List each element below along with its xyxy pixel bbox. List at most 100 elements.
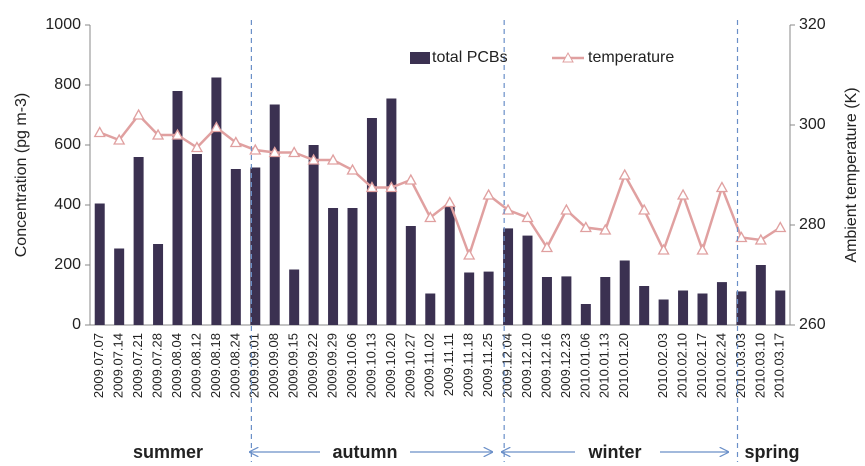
x-tick-label: 2009.12.23 [558, 333, 573, 398]
x-tick-label: 2009.11.02 [422, 333, 437, 397]
bar [658, 299, 669, 325]
legend-swatch [410, 52, 430, 64]
bar [347, 208, 358, 325]
bar [716, 282, 727, 325]
x-tick-label: 2009.11.18 [461, 333, 476, 397]
bar [289, 269, 300, 325]
y-axis-label: Concentration (pg m-3) [13, 93, 30, 258]
marker [132, 108, 145, 120]
bar [405, 226, 416, 325]
bar [230, 169, 241, 325]
y-tick-label: 400 [54, 196, 81, 213]
bar [328, 208, 339, 325]
marker [560, 203, 573, 215]
marker [268, 146, 281, 158]
bar [464, 272, 475, 325]
x-tick-label: 2009.09.08 [266, 333, 281, 398]
marker [210, 121, 223, 133]
legend-label: temperature [588, 49, 674, 66]
y-tick-label: 200 [54, 256, 81, 273]
marker [715, 181, 729, 193]
bar [619, 260, 630, 325]
marker [638, 203, 651, 215]
x-tick-label: 2009.08.04 [169, 333, 184, 398]
marker [696, 243, 709, 255]
y-tick-label: 0 [72, 316, 81, 333]
marker [424, 211, 437, 223]
x-tick-label: 2009.10.27 [402, 333, 417, 398]
marker [774, 221, 787, 233]
bar [425, 293, 436, 325]
marker [754, 233, 767, 245]
x-tick-label: 2009.08.12 [188, 333, 203, 398]
marker [482, 188, 495, 200]
y2-tick-label: 260 [799, 316, 826, 333]
marker [171, 128, 184, 140]
bar [541, 277, 552, 325]
x-tick-label: 2009.09.01 [247, 333, 262, 398]
marker [229, 136, 242, 148]
marker [365, 181, 379, 193]
x-tick-label: 2009.12.10 [519, 333, 534, 398]
bar [269, 104, 280, 325]
x-tick-label: 2009.07.07 [91, 333, 106, 398]
marker [676, 188, 690, 200]
x-tick-label: 2010.03.03 [733, 333, 748, 398]
x-tick-label: 2010.01.06 [577, 333, 592, 398]
marker [501, 203, 515, 215]
season-label: spring [744, 442, 799, 462]
bar [366, 118, 377, 325]
bar [94, 203, 105, 325]
y-tick-label: 1000 [45, 16, 81, 33]
x-tick-label: 2009.11.11 [441, 333, 456, 396]
x-tick-label: 2009.09.29 [324, 333, 339, 398]
bar [561, 276, 572, 325]
bar [775, 290, 786, 325]
marker [599, 223, 612, 235]
x-tick-label: 2009.09.22 [305, 333, 320, 398]
y2-axis-label: Ambient temperature (K) [843, 87, 860, 262]
x-tick-label: 2009.10.06 [344, 333, 359, 398]
x-tick-label: 2009.07.28 [149, 333, 164, 398]
x-tick-label: 2009.12.04 [499, 333, 514, 398]
bar [503, 228, 514, 325]
x-tick-label: 2010.03.17 [772, 333, 787, 398]
bar [697, 293, 708, 325]
x-tick-label: 2009.08.24 [227, 333, 242, 398]
bar [639, 286, 650, 325]
y2-tick-label: 300 [799, 116, 826, 133]
marker [151, 128, 165, 140]
x-tick-label: 2009.12.16 [538, 333, 553, 398]
marker [346, 163, 359, 175]
bar [211, 77, 222, 325]
y2-tick-label: 280 [799, 216, 826, 233]
bar [483, 271, 494, 325]
bar [153, 244, 164, 325]
bar [133, 157, 144, 325]
marker [521, 211, 534, 223]
x-tick-label: 2010.02.10 [674, 333, 689, 398]
x-tick-label: 2010.02.24 [713, 333, 728, 398]
x-tick-label: 2009.11.25 [480, 333, 495, 397]
season-label: summer [133, 442, 203, 462]
marker [113, 133, 126, 145]
x-tick-label: 2009.07.14 [111, 333, 126, 398]
x-tick-label: 2009.09.15 [286, 333, 301, 398]
y-tick-label: 600 [54, 136, 81, 153]
bar [580, 304, 591, 325]
bar [736, 291, 747, 325]
marker [249, 143, 262, 155]
marker [463, 248, 476, 260]
bar [755, 265, 766, 325]
x-tick-label: 2009.08.18 [208, 333, 223, 398]
bar [308, 145, 319, 325]
marker [288, 146, 301, 158]
bar [386, 98, 397, 325]
bar [172, 91, 183, 325]
x-tick-label: 2010.02.03 [655, 333, 670, 398]
bar [250, 167, 261, 325]
legend-label: total PCBs [432, 49, 508, 66]
x-tick-label: 2010.02.17 [694, 333, 709, 398]
x-tick-label: 2009.07.21 [130, 333, 145, 398]
